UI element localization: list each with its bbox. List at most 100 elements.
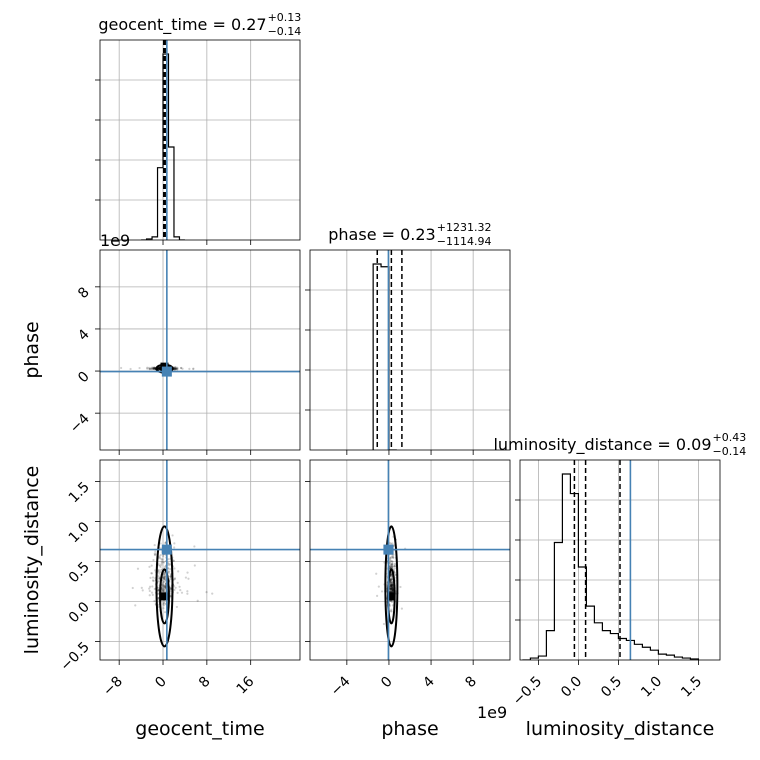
sample-point (390, 589, 393, 592)
sample-point (148, 587, 151, 590)
sample-point (377, 585, 380, 588)
sample-point (153, 552, 156, 555)
sample-point (180, 366, 183, 370)
sample-point (162, 583, 165, 586)
sample-point (389, 579, 392, 582)
panel-luminosity_distance: −0.5 0.0 0.5 1.0 1.5 (510, 459, 721, 709)
sample-point (150, 564, 153, 567)
sample-point (391, 587, 394, 590)
x-axis-label: luminosity_distance (526, 718, 715, 740)
sample-point (163, 575, 167, 579)
sample-point (164, 584, 167, 587)
sample-point (169, 592, 172, 595)
sample-point (389, 578, 393, 581)
sample-point (375, 572, 378, 575)
sample-point (389, 584, 392, 587)
sample-point (390, 564, 393, 568)
sample-point (174, 368, 177, 371)
y-tick-label: 4 (75, 326, 93, 344)
sample-point (389, 558, 392, 562)
sample-point (380, 590, 384, 593)
sample-point (173, 546, 176, 549)
panel-frame (99, 459, 301, 661)
sample-point (389, 578, 393, 581)
truth-marker (161, 366, 172, 377)
sample-point (163, 584, 166, 588)
sample-point (391, 587, 394, 591)
sample-point (163, 577, 166, 580)
y-tick-label: 1.5 (66, 479, 93, 506)
sample-point (161, 583, 164, 586)
sample-point (163, 577, 166, 581)
title-label: luminosity_distance = 0.09 (493, 435, 711, 455)
sample-point (390, 585, 393, 588)
sample-point (393, 567, 397, 570)
sample-point (391, 588, 394, 591)
sample-point (389, 585, 393, 588)
sample-point (391, 587, 394, 590)
x-tick-label: −4 (328, 673, 354, 699)
sample-point (169, 575, 172, 578)
sample-point (146, 366, 149, 369)
sample-point (160, 568, 163, 572)
sample-point (175, 368, 179, 371)
sample-point (157, 574, 160, 578)
sample-point (159, 570, 162, 574)
sample-point (173, 567, 176, 570)
x-tick-label: 1.5 (678, 674, 705, 701)
sample-point (393, 564, 396, 568)
sample-point (173, 367, 176, 370)
sample-point (174, 367, 177, 371)
sample-point (152, 366, 156, 369)
sample-point (175, 367, 178, 370)
sample-point (158, 557, 162, 560)
sample-point (162, 579, 165, 582)
sample-point (163, 589, 166, 592)
sample-point (162, 603, 165, 606)
sample-point (390, 584, 393, 587)
x-tick-label: 0 (152, 674, 170, 692)
sample-point (390, 580, 393, 583)
sample-point (392, 556, 395, 559)
panel-geocent_time-vs-phase: −4 0 4 8 (67, 249, 301, 455)
sample-point (162, 581, 165, 584)
sample-point (164, 575, 167, 579)
sample-point (175, 367, 178, 370)
sample-point (120, 366, 123, 370)
sample-point (169, 575, 172, 578)
sample-point (162, 588, 165, 591)
sample-point (151, 593, 154, 596)
x-tick-label: 16 (234, 673, 258, 697)
sample-point (157, 569, 160, 572)
sample-point (389, 542, 393, 545)
sample-point (388, 566, 392, 569)
x-tick-label: −8 (100, 674, 126, 700)
density-peak (387, 592, 396, 601)
sample-point (164, 611, 167, 614)
panel-frame (519, 459, 721, 661)
sample-point (151, 366, 154, 369)
sample-point (150, 591, 154, 594)
sample-point (389, 583, 392, 587)
sample-point (138, 366, 141, 370)
sample-point (154, 569, 157, 572)
sample-point (161, 561, 164, 564)
x-tick-label: 8 (462, 674, 480, 692)
sample-point (391, 590, 394, 593)
histogram-geocent_time (141, 53, 185, 240)
y-axis-label: phase (21, 321, 43, 378)
sample-point (388, 590, 392, 593)
sample-point (152, 558, 155, 562)
sample-point (389, 587, 392, 590)
x-axis-label: phase (381, 718, 438, 740)
panel-phase-vs-luminosity_distance: −4 0 4 8 (305, 459, 511, 699)
sample-point (390, 581, 393, 584)
sample-point (390, 589, 393, 592)
sample-point (389, 587, 392, 590)
sample-point (389, 585, 392, 588)
sample-point (161, 558, 164, 561)
sample-point (391, 542, 394, 545)
title-lower-error: −0.14 (268, 25, 302, 38)
sample-point (177, 570, 180, 573)
sample-point (152, 367, 156, 371)
